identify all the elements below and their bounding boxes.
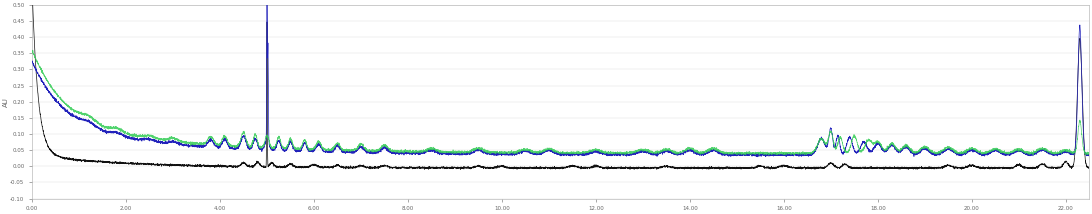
Y-axis label: AU: AU: [3, 97, 9, 107]
